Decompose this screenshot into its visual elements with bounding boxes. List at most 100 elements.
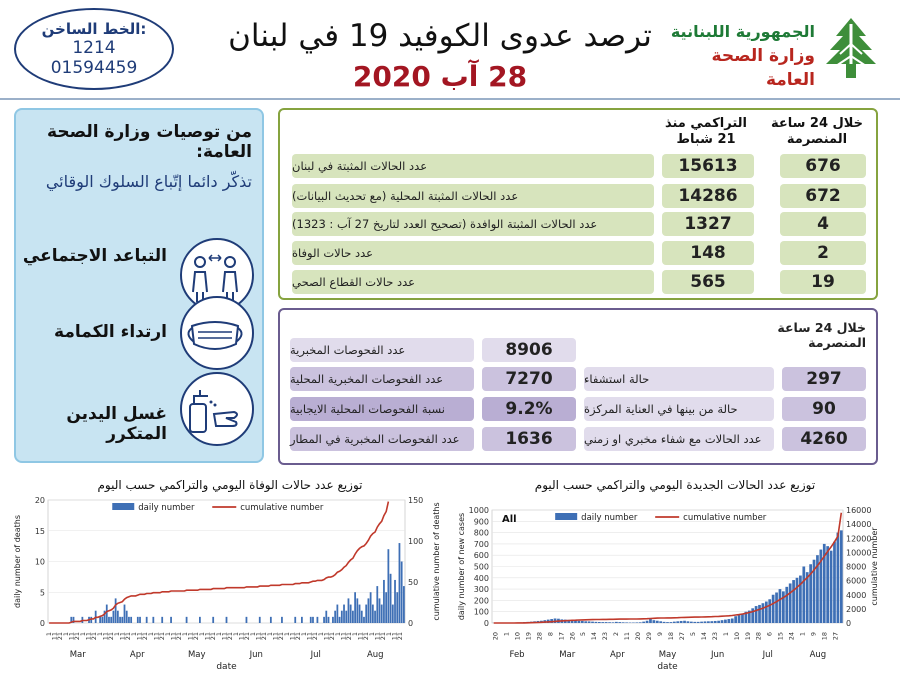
cases-month-label: May xyxy=(659,650,677,660)
deaths-month-label: May xyxy=(188,650,206,660)
deaths-daily-bar xyxy=(125,610,128,623)
deaths-daily-bar xyxy=(325,610,328,623)
deaths-y2tick-label: 100 xyxy=(408,537,423,546)
stat-row-label: عدد الحالات المثبتة الوافدة (تصحيح العدد… xyxy=(292,212,654,236)
cases-daily-bar xyxy=(792,580,795,623)
deaths-xtick-label: 1 xyxy=(96,632,104,636)
deaths-xtick-label: 11 xyxy=(272,632,280,640)
cases-daily-bar xyxy=(778,589,782,623)
deaths-xtick-label: 21 xyxy=(56,632,64,640)
stat-row-cumulative: 15613 xyxy=(662,154,754,178)
cases-daily-bar xyxy=(805,572,809,623)
deaths-xtick-label: 21 xyxy=(141,632,149,640)
deaths-xtick-label: 1 xyxy=(113,632,121,636)
col-header-cumulative: التراكمي منذ 21 شباط xyxy=(664,116,747,147)
cases-daily-bar xyxy=(574,620,577,623)
cases-xtick-label: 1 xyxy=(502,632,510,636)
cases-xtick-label: 5 xyxy=(689,632,697,636)
deaths-daily-bar xyxy=(145,616,148,623)
cases-xtick-label: 17 xyxy=(557,632,565,640)
cases-daily-bar xyxy=(696,621,700,623)
deaths-daily-bar xyxy=(309,616,312,623)
cases-xtick-label: 9 xyxy=(810,632,818,636)
cases-daily-bar xyxy=(625,622,628,623)
deaths-xtick-label: 21 xyxy=(158,632,166,640)
hotline-phone: 01594459 xyxy=(50,58,138,78)
deaths-cumulative-line xyxy=(49,501,390,624)
cases-daily-bar xyxy=(707,621,710,623)
cases-month-label: Apr xyxy=(610,650,625,660)
deaths-xtick-label: 11 xyxy=(136,632,144,640)
deaths-xtick-label: 1 xyxy=(215,632,223,636)
cases-xtick-label: 14 xyxy=(700,632,708,640)
deaths-xtick-label: 11 xyxy=(340,632,348,640)
deaths-xtick-label: 1 xyxy=(79,632,87,636)
deaths-xtick-label: 1 xyxy=(147,632,155,636)
cases-xtick-label: 6 xyxy=(766,632,774,636)
cases-y2tick-label: 12000 xyxy=(846,534,871,543)
cases-daily-bar xyxy=(802,566,806,623)
deaths-daily-bar xyxy=(334,610,337,623)
deaths-daily-bar xyxy=(365,604,368,623)
cases-legend-daily-label: daily number xyxy=(581,513,638,523)
lab-panel-title: خلال 24 ساعة المنصرمة xyxy=(777,320,866,350)
cases-daily-bar xyxy=(615,621,618,623)
cases-month-label: Feb xyxy=(510,650,525,660)
deaths-xtick-label: 11 xyxy=(153,632,161,640)
cases-xtick-label: 28 xyxy=(755,632,763,640)
deaths-xtick-label: 11 xyxy=(357,632,365,640)
stat-row-cumulative: 565 xyxy=(662,270,754,294)
cases-daily-bar xyxy=(816,555,819,623)
cases-xtick-label: 5 xyxy=(579,632,587,636)
deaths-month-label: Apr xyxy=(130,650,145,660)
cases-daily-bar xyxy=(567,619,571,623)
deaths-xtick-label: 11 xyxy=(85,632,93,640)
cases-daily-bar xyxy=(594,621,598,623)
cases-ytick-label: 900 xyxy=(474,517,489,526)
deaths-legend-cumulative-label: cumulative number xyxy=(240,503,324,513)
cedar-logo-icon xyxy=(826,18,876,78)
hand-sanitizer-icon xyxy=(180,372,254,446)
deaths-xtick-label: 21 xyxy=(192,632,200,640)
deaths-xlabel: date xyxy=(216,662,237,672)
cases-xtick-label: 28 xyxy=(535,632,543,640)
cases-xtick-label: 20 xyxy=(491,632,499,640)
cases-chart-title: توزيع عدد الحالات الجديدة اليومي والتراك… xyxy=(534,478,816,492)
cases-daily-bar xyxy=(683,620,686,623)
test-row-label: عدد الفحوصات المخبرية xyxy=(290,338,474,362)
deaths-daily-bar xyxy=(116,610,119,623)
cases-xtick-label: 15 xyxy=(777,632,785,640)
deaths-daily-bar xyxy=(99,616,101,623)
deaths-daily-bar xyxy=(343,604,345,623)
cases-ytick-label: 800 xyxy=(474,529,489,538)
republic-label: الجمهورية اللبنانية xyxy=(670,22,815,41)
cases-daily-bar xyxy=(751,608,755,623)
deaths-ylabel: daily number of deaths xyxy=(13,515,22,608)
deaths-daily-bar xyxy=(363,616,365,623)
deaths-xtick-label: 1 xyxy=(62,632,70,636)
deaths-daily-bar xyxy=(139,616,141,623)
deaths-xtick-label: 21 xyxy=(277,632,285,640)
cases-xtick-label: 18 xyxy=(667,632,675,640)
cases-daily-bar xyxy=(812,559,816,623)
cases-daily-bar xyxy=(744,611,748,623)
test-row-value: 9.2% xyxy=(482,397,576,421)
cases-daily-bar xyxy=(720,620,724,623)
deaths-xtick-label: 1 xyxy=(249,632,257,636)
cases-daily-bar xyxy=(672,621,676,623)
deaths-xtick-label: 11 xyxy=(170,632,178,640)
cases-daily-bar xyxy=(591,621,594,623)
deaths-daily-bar xyxy=(345,610,348,623)
deaths-daily-bar xyxy=(114,598,117,623)
cases-daily-bar xyxy=(782,591,785,623)
deaths-xtick-label: 21 xyxy=(260,632,268,640)
deaths-xtick-label: 21 xyxy=(226,632,234,640)
cases-xtick-label: 18 xyxy=(821,632,829,640)
cases-xtick-label: 23 xyxy=(711,632,719,640)
deaths-xtick-label: 1 xyxy=(198,632,206,636)
cases-daily-bar xyxy=(737,615,741,623)
deaths-ytick-label: 15 xyxy=(35,527,45,536)
deaths-daily-bar xyxy=(332,616,334,623)
ministry-label: وزارة الصحة العامة xyxy=(711,46,815,90)
deaths-xtick-label: 1 xyxy=(181,632,189,636)
